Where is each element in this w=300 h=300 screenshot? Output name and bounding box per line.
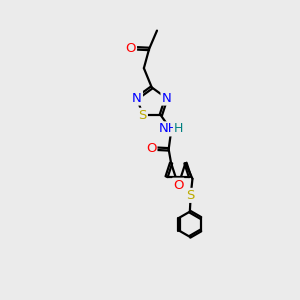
Text: N: N	[161, 92, 171, 104]
Text: S: S	[187, 189, 195, 202]
Text: S: S	[139, 109, 147, 122]
Text: NH: NH	[159, 122, 178, 135]
Text: O: O	[146, 142, 156, 155]
Text: O: O	[125, 42, 136, 55]
Text: O: O	[173, 179, 184, 192]
Text: H: H	[174, 122, 183, 135]
Text: N: N	[132, 92, 142, 104]
